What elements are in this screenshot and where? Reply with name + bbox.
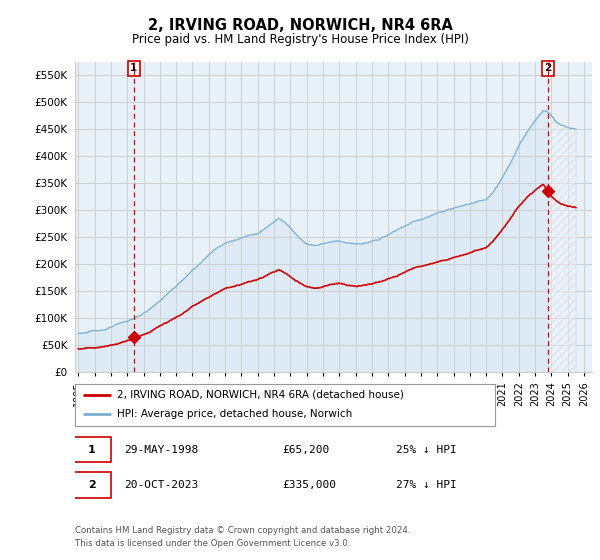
Text: 1: 1 (130, 63, 137, 73)
Text: 25% ↓ HPI: 25% ↓ HPI (395, 445, 457, 455)
Text: 2: 2 (544, 63, 551, 73)
Text: 2, IRVING ROAD, NORWICH, NR4 6RA (detached house): 2, IRVING ROAD, NORWICH, NR4 6RA (detach… (117, 390, 404, 400)
Text: 27% ↓ HPI: 27% ↓ HPI (395, 480, 457, 490)
Text: HPI: Average price, detached house, Norwich: HPI: Average price, detached house, Norw… (117, 409, 352, 419)
FancyBboxPatch shape (73, 437, 111, 463)
Text: 1: 1 (88, 445, 95, 455)
Text: £65,200: £65,200 (282, 445, 329, 455)
Text: 2, IRVING ROAD, NORWICH, NR4 6RA: 2, IRVING ROAD, NORWICH, NR4 6RA (148, 18, 452, 32)
Text: 20-OCT-2023: 20-OCT-2023 (124, 480, 199, 490)
Text: Contains HM Land Registry data © Crown copyright and database right 2024.
This d: Contains HM Land Registry data © Crown c… (75, 526, 410, 548)
Text: 29-MAY-1998: 29-MAY-1998 (124, 445, 199, 455)
Text: Price paid vs. HM Land Registry's House Price Index (HPI): Price paid vs. HM Land Registry's House … (131, 32, 469, 46)
Text: 2: 2 (88, 480, 95, 490)
FancyBboxPatch shape (73, 472, 111, 498)
Text: £335,000: £335,000 (282, 480, 336, 490)
